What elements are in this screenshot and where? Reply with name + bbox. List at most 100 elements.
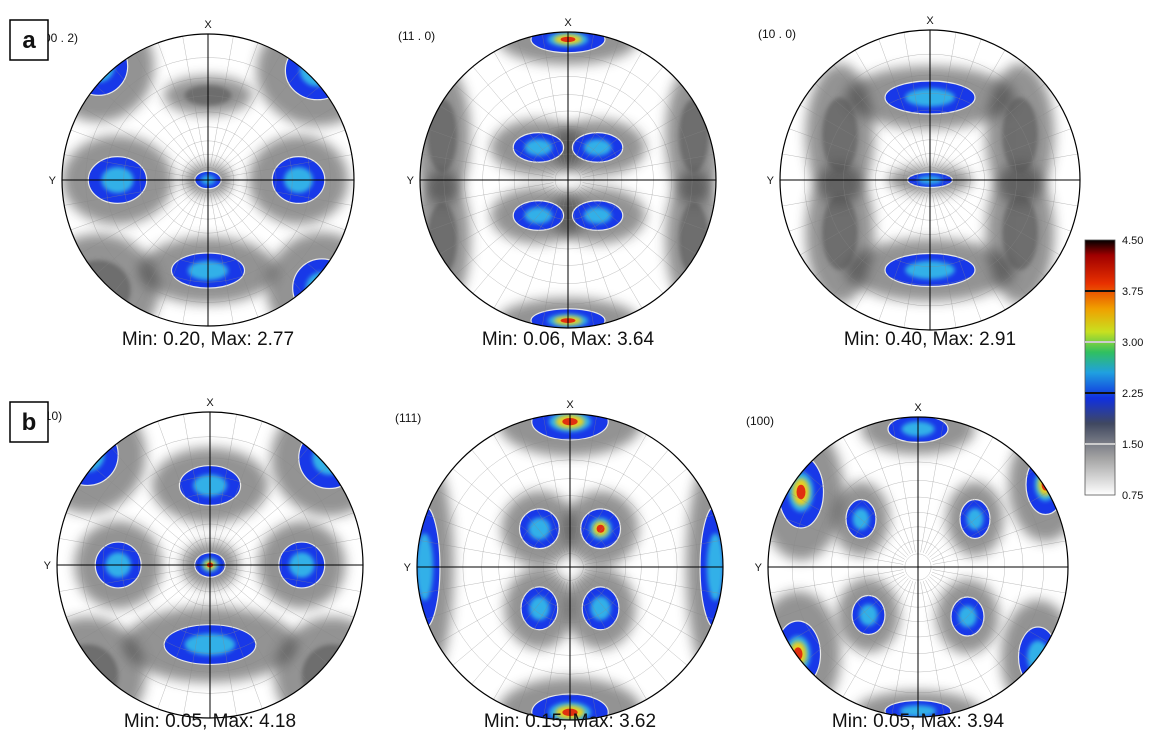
net-radius [419, 569, 555, 594]
net-radius [471, 578, 561, 685]
net-radius [942, 187, 1061, 256]
plane-label: (100) [746, 414, 774, 428]
x-axis-label: X [206, 397, 214, 409]
net-radius [937, 192, 1006, 311]
net-radius [575, 51, 643, 168]
net-radius [215, 421, 263, 551]
net-radius [925, 579, 994, 698]
net-radius [799, 104, 918, 173]
net-radius [111, 447, 201, 554]
net-radius [814, 189, 919, 277]
net-radius [930, 491, 1049, 560]
yellow-core [1038, 473, 1053, 496]
net-radius [542, 34, 566, 166]
net-radius [854, 192, 923, 311]
net-radius [70, 184, 195, 231]
net-radius [422, 182, 554, 206]
net-radius [215, 192, 282, 307]
net-radius [225, 538, 361, 563]
y-axis-label: Y [407, 175, 415, 187]
gray-region [822, 97, 858, 173]
net-radius [428, 129, 555, 176]
rim [419, 31, 717, 329]
blue-region [298, 426, 361, 490]
net-radius [842, 579, 911, 698]
net-radius [219, 189, 320, 275]
net-radius [572, 582, 597, 718]
net-radius [220, 187, 335, 254]
net-radius [452, 468, 559, 558]
net-radius [212, 580, 237, 716]
gray-region [1002, 195, 1038, 270]
net-radius [454, 189, 557, 276]
min-max-caption: Min: 0.20, Max: 2.77 [122, 329, 294, 350]
red-core [793, 647, 803, 661]
net-radius [927, 451, 1015, 556]
net-radius [493, 434, 563, 554]
net-radius [92, 466, 199, 556]
net-radius [929, 576, 1034, 664]
net-radius [802, 576, 907, 664]
net-radius [922, 425, 970, 553]
y-axis-label: Y [767, 175, 775, 187]
net-radius [570, 194, 594, 326]
blue-region [68, 36, 129, 96]
net-radius [517, 40, 564, 167]
net-radius [221, 184, 346, 231]
net-radius [217, 432, 287, 552]
colorbar-label: 3.00 [1122, 337, 1143, 349]
net-radius [493, 580, 563, 700]
net-radius [471, 449, 561, 556]
net-radius [219, 85, 320, 171]
cyan-core [583, 139, 612, 156]
net-radius [878, 194, 926, 322]
net-radius [582, 154, 714, 178]
rim [61, 33, 355, 327]
net-radius [215, 53, 282, 168]
cyan-core [1034, 468, 1057, 501]
net-radius [64, 154, 194, 178]
red-core [796, 484, 806, 500]
colorbar-label: 3.75 [1122, 286, 1143, 298]
gray-region [1002, 97, 1038, 173]
x-axis-label: X [914, 402, 922, 414]
net-radius [581, 184, 708, 231]
net-radius [225, 567, 361, 592]
net-radius [941, 83, 1046, 171]
plane-label: (00 . 2) [40, 31, 78, 45]
net-radius [219, 576, 309, 683]
plane-label: (111) [395, 411, 421, 425]
gray-region [822, 195, 858, 270]
colorbar-label: 2.25 [1122, 388, 1143, 400]
pole-figure: X Y (00 . 2) Min: 0.20, Max: 2.77 [40, 19, 355, 350]
net-radius [929, 470, 1034, 558]
net-radius [493, 192, 561, 309]
net-radius [517, 581, 565, 711]
plane-label: (10 . 0) [758, 27, 796, 41]
halo [256, 34, 354, 126]
x-axis-label: X [566, 399, 574, 411]
net-radius [422, 154, 554, 178]
net-radius [814, 83, 919, 171]
net-radius [787, 491, 906, 560]
net-radius [930, 574, 1049, 643]
net-radius [866, 425, 914, 553]
colorbar: 4.50 3.75 3.00 2.25 1.50 0.75 [1084, 235, 1143, 502]
net-radius [92, 574, 199, 664]
net-radius [942, 104, 1061, 173]
net-radius [583, 490, 703, 560]
min-max-caption: Min: 0.15, Max: 3.62 [484, 711, 656, 732]
net-radius [799, 187, 918, 256]
net-radius [212, 193, 259, 318]
net-radius [782, 153, 916, 178]
net-radius [579, 189, 682, 276]
y-axis-label: Y [404, 562, 412, 574]
gray-region [301, 644, 363, 706]
net-radius [575, 192, 643, 309]
pole-figure: XY(110)Min: 0.05, Max: 4.18 [35, 397, 364, 732]
net-radius [157, 421, 205, 551]
net-radius [903, 194, 928, 328]
net-radius [579, 449, 669, 556]
blue-region [57, 423, 119, 487]
pole-figure: X Y (100) Min: 0.05, Max: 3.94 [746, 402, 1069, 732]
